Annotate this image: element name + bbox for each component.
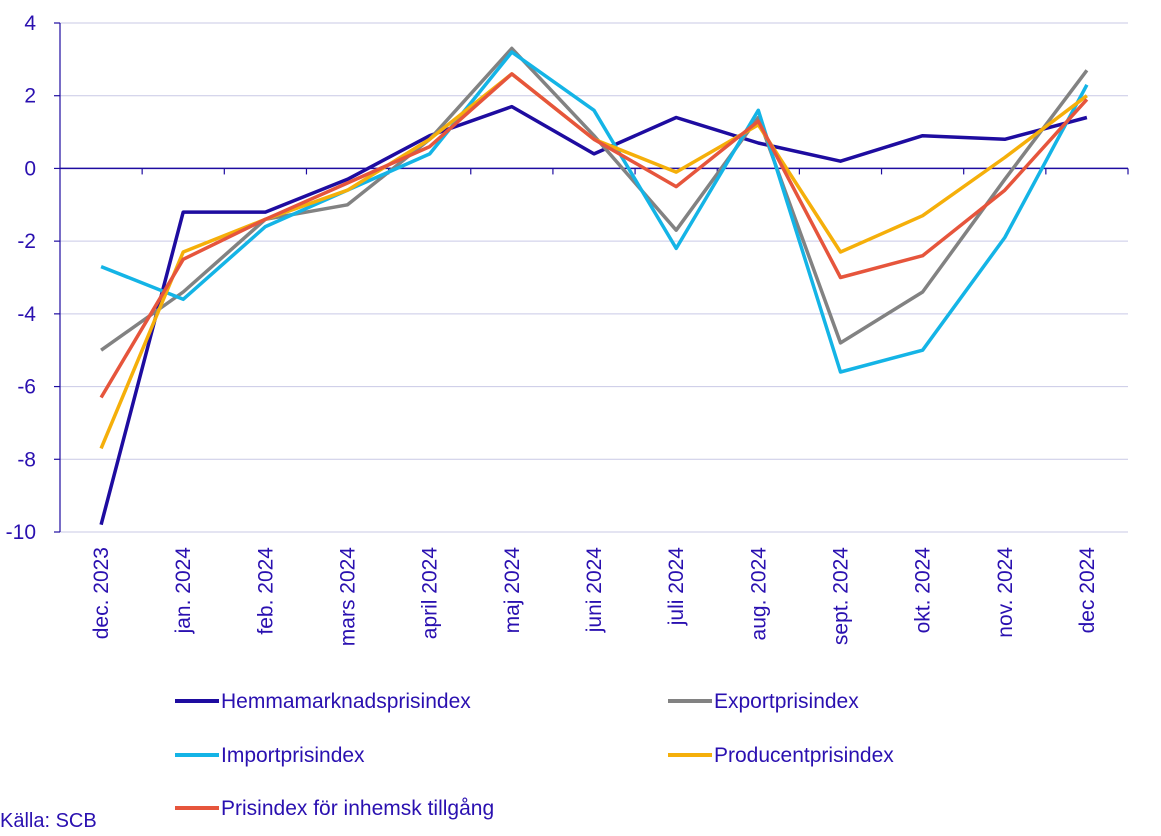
x-tick-label: maj 2024: [501, 547, 524, 634]
x-tick-label: aug. 2024: [747, 547, 770, 641]
y-tick-label: -4: [17, 303, 36, 326]
y-tick-label: -8: [17, 448, 36, 471]
series-lines: [99, 46, 1089, 526]
axes: [54, 22, 1129, 533]
y-tick-label: 4: [24, 12, 36, 35]
legend-label: Exportprisindex: [714, 690, 859, 713]
series-line: [99, 72, 1088, 450]
x-tick-label: nov. 2024: [994, 547, 1017, 638]
legend-label: Prisindex för inhemsk tillgång: [221, 797, 494, 820]
series-line: [99, 104, 1088, 526]
x-tick-label: jan. 2024: [172, 547, 195, 635]
x-tick-label: dec 2024: [1076, 547, 1099, 634]
source-label: Källa: SCB: [0, 810, 97, 832]
x-tick-label: sept. 2024: [829, 547, 852, 645]
y-tick-label: -10: [6, 521, 36, 544]
gridlines: [60, 22, 1128, 533]
x-tick-label: feb. 2024: [254, 547, 277, 635]
legend: Hemmamarknadsprisindex Exportprisindex Imp…: [175, 690, 894, 820]
y-axis-tick-labels: 4 2 0 -2 -4 -6 -8 -10: [6, 12, 37, 544]
x-axis-tick-labels: dec. 2023 jan. 2024 feb. 2024 mars 2024 apri…: [90, 547, 1099, 647]
legend-label: Producentprisindex: [714, 744, 894, 767]
legend-label: Importprisindex: [221, 744, 365, 767]
x-tick-label: mars 2024: [337, 547, 360, 647]
x-tick-label: okt. 2024: [912, 547, 935, 634]
y-tick-label: -2: [17, 230, 36, 253]
series-line: [100, 46, 1089, 352]
legend-label: Hemmamarknadsprisindex: [221, 690, 471, 713]
series-line: [100, 50, 1089, 374]
y-tick-label: -6: [17, 376, 36, 399]
x-tick-label: dec. 2023: [90, 547, 113, 639]
x-tick-label: juni 2024: [583, 547, 606, 634]
y-tick-label: 2: [24, 85, 36, 108]
y-tick-label: 0: [24, 157, 36, 180]
series-line: [99, 72, 1089, 399]
x-tick-label: april 2024: [419, 547, 442, 640]
x-tick-label: juli 2024: [665, 547, 688, 627]
